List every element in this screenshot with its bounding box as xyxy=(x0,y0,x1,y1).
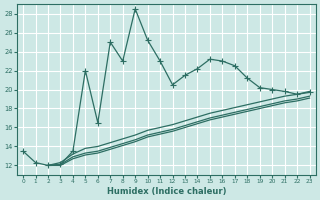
X-axis label: Humidex (Indice chaleur): Humidex (Indice chaleur) xyxy=(107,187,226,196)
